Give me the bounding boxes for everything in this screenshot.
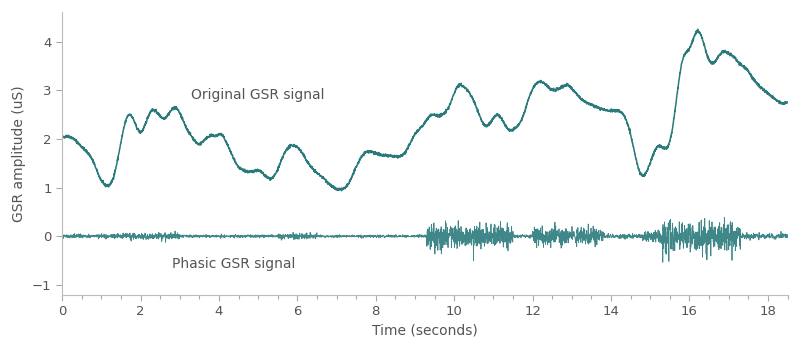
Y-axis label: GSR amplitude (uS): GSR amplitude (uS) <box>13 85 26 222</box>
Text: Original GSR signal: Original GSR signal <box>191 89 325 103</box>
X-axis label: Time (seconds): Time (seconds) <box>372 323 478 337</box>
Text: Phasic GSR signal: Phasic GSR signal <box>172 257 295 271</box>
